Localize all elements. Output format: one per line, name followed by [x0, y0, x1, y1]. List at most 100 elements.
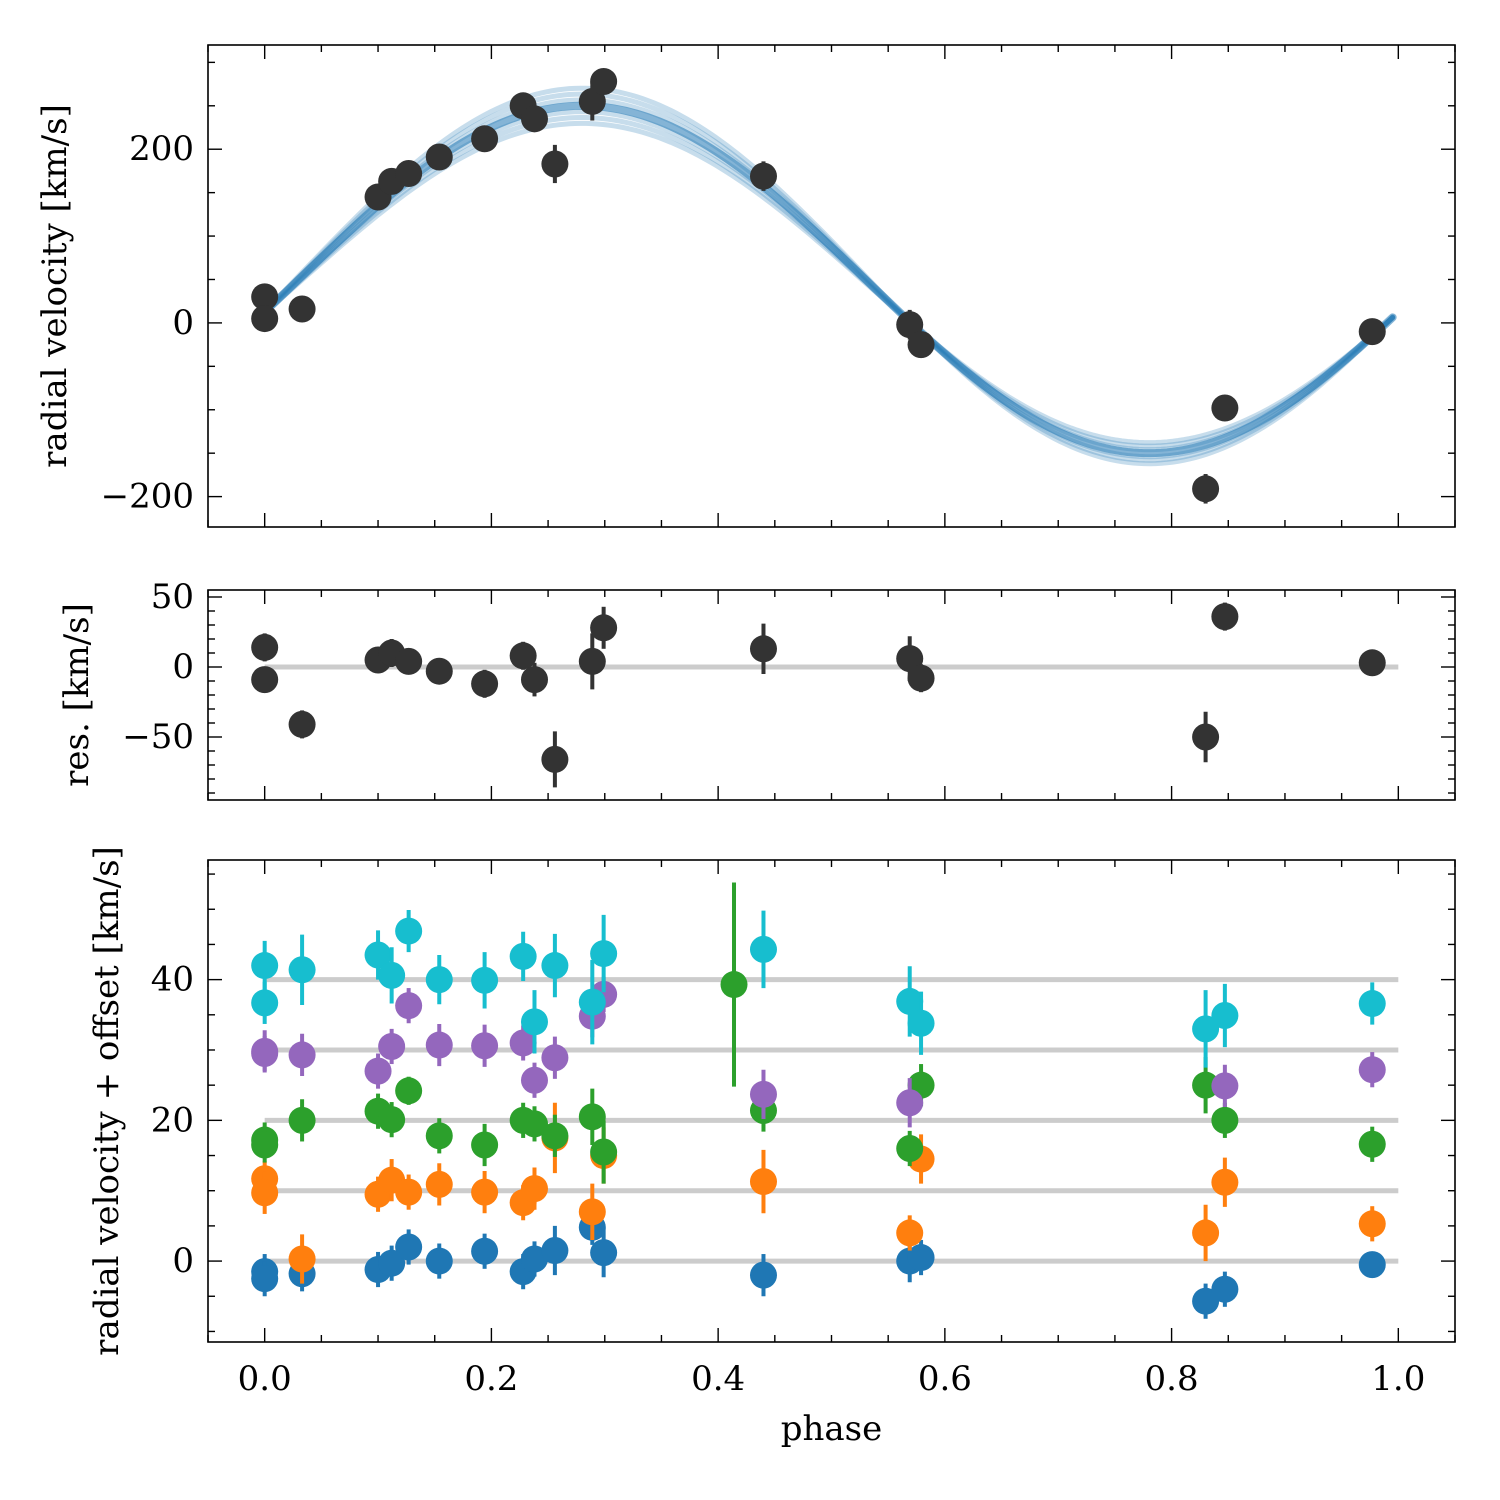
- data-point: [1358, 1251, 1386, 1279]
- data-point: [541, 150, 569, 178]
- data-point: [251, 1265, 279, 1293]
- data-point: [1358, 649, 1386, 677]
- data-point: [1192, 1219, 1220, 1247]
- data-point: [896, 311, 924, 339]
- data-point: [364, 941, 392, 969]
- y-tick-label: 0: [172, 303, 194, 343]
- data-point: [471, 670, 499, 698]
- data-point: [590, 614, 618, 642]
- data-point: [251, 952, 279, 980]
- series-1: [251, 602, 1386, 788]
- data-point: [1192, 475, 1220, 503]
- model-curve: [262, 91, 1396, 463]
- data-point: [541, 745, 569, 773]
- data-point: [251, 1040, 279, 1068]
- data-point: [578, 1103, 606, 1131]
- data-point: [1211, 1275, 1239, 1303]
- data-point: [590, 940, 618, 968]
- data-point: [395, 647, 423, 675]
- x-tick-label: 0.4: [691, 1359, 745, 1399]
- data-point: [288, 1245, 316, 1273]
- x-tick-label: 0.2: [464, 1359, 518, 1399]
- x-tick-label: 1.0: [1371, 1359, 1425, 1399]
- data-point: [471, 1178, 499, 1206]
- data-point: [288, 295, 316, 323]
- data-point: [378, 961, 406, 989]
- y-axis-label: res. [km/s]: [57, 603, 97, 787]
- panel-2: −50 0 50 res. [km/s]: [57, 577, 1456, 801]
- data-point: [288, 1041, 316, 1069]
- data-point: [1211, 1106, 1239, 1134]
- data-point: [896, 1134, 924, 1162]
- plot-area: [251, 602, 1399, 788]
- axes-frame: [207, 44, 1456, 528]
- y-axis-label: radial velocity [km/s]: [35, 104, 75, 468]
- data-point: [520, 1008, 548, 1036]
- data-point: [288, 1106, 316, 1134]
- data-point: [1192, 1015, 1220, 1043]
- y-axis-label: radial velocity + offset [km/s]: [87, 846, 127, 1356]
- data-point: [749, 635, 777, 663]
- data-point: [509, 1029, 537, 1057]
- data-point: [288, 710, 316, 738]
- panel-1: −200 0 200 radial velocity [km/s]: [35, 44, 1456, 528]
- plot-area: [251, 882, 1399, 1319]
- y-tick-label: 40: [151, 960, 194, 1000]
- data-point: [578, 87, 606, 115]
- data-point: [378, 1032, 406, 1060]
- data-point: [425, 1170, 453, 1198]
- data-point: [541, 952, 569, 980]
- series-1: [251, 67, 1386, 504]
- data-point: [251, 1131, 279, 1159]
- data-point: [364, 1057, 392, 1085]
- data-point: [425, 966, 453, 994]
- data-point: [896, 1219, 924, 1247]
- data-point: [1192, 1287, 1220, 1315]
- data-point: [251, 633, 279, 661]
- y-tick-label: −200: [101, 477, 194, 517]
- data-point: [425, 1122, 453, 1150]
- y-tick-label: −50: [122, 717, 194, 757]
- data-point: [590, 67, 618, 95]
- data-point: [1358, 1210, 1386, 1238]
- data-point: [896, 645, 924, 673]
- data-point: [471, 1237, 499, 1265]
- y-tick-label: 200: [129, 129, 194, 169]
- plot-area: [251, 67, 1397, 504]
- data-point: [1211, 1168, 1239, 1196]
- data-point: [520, 1175, 548, 1203]
- data-point: [378, 1106, 406, 1134]
- data-point: [590, 1239, 618, 1267]
- x-tick-label: 0.8: [1145, 1359, 1199, 1399]
- data-point: [395, 1178, 423, 1206]
- series-3: [251, 882, 1386, 1184]
- data-point: [251, 666, 279, 694]
- data-point: [907, 664, 935, 692]
- data-point: [395, 917, 423, 945]
- x-tick-label: 0.0: [238, 1359, 292, 1399]
- y-tick-label: 0: [172, 647, 194, 687]
- x-tick-label: 0.6: [918, 1359, 972, 1399]
- data-point: [541, 1044, 569, 1072]
- data-point: [578, 988, 606, 1016]
- data-point: [520, 1245, 548, 1273]
- data-point: [1211, 1002, 1239, 1030]
- model-curve: [262, 97, 1396, 460]
- series-1: [251, 1209, 1386, 1319]
- data-point: [1358, 990, 1386, 1018]
- data-point: [471, 1131, 499, 1159]
- data-point: [1358, 318, 1386, 346]
- x-axis-label: phase: [781, 1409, 883, 1449]
- data-point: [541, 1237, 569, 1265]
- data-point: [749, 1261, 777, 1289]
- data-point: [520, 1066, 548, 1094]
- data-point: [1211, 603, 1239, 631]
- data-point: [509, 642, 537, 670]
- model-curve: [260, 101, 1397, 458]
- data-point: [509, 942, 537, 970]
- data-point: [395, 1233, 423, 1261]
- data-point: [578, 1198, 606, 1226]
- data-point: [907, 1009, 935, 1037]
- data-point: [288, 956, 316, 984]
